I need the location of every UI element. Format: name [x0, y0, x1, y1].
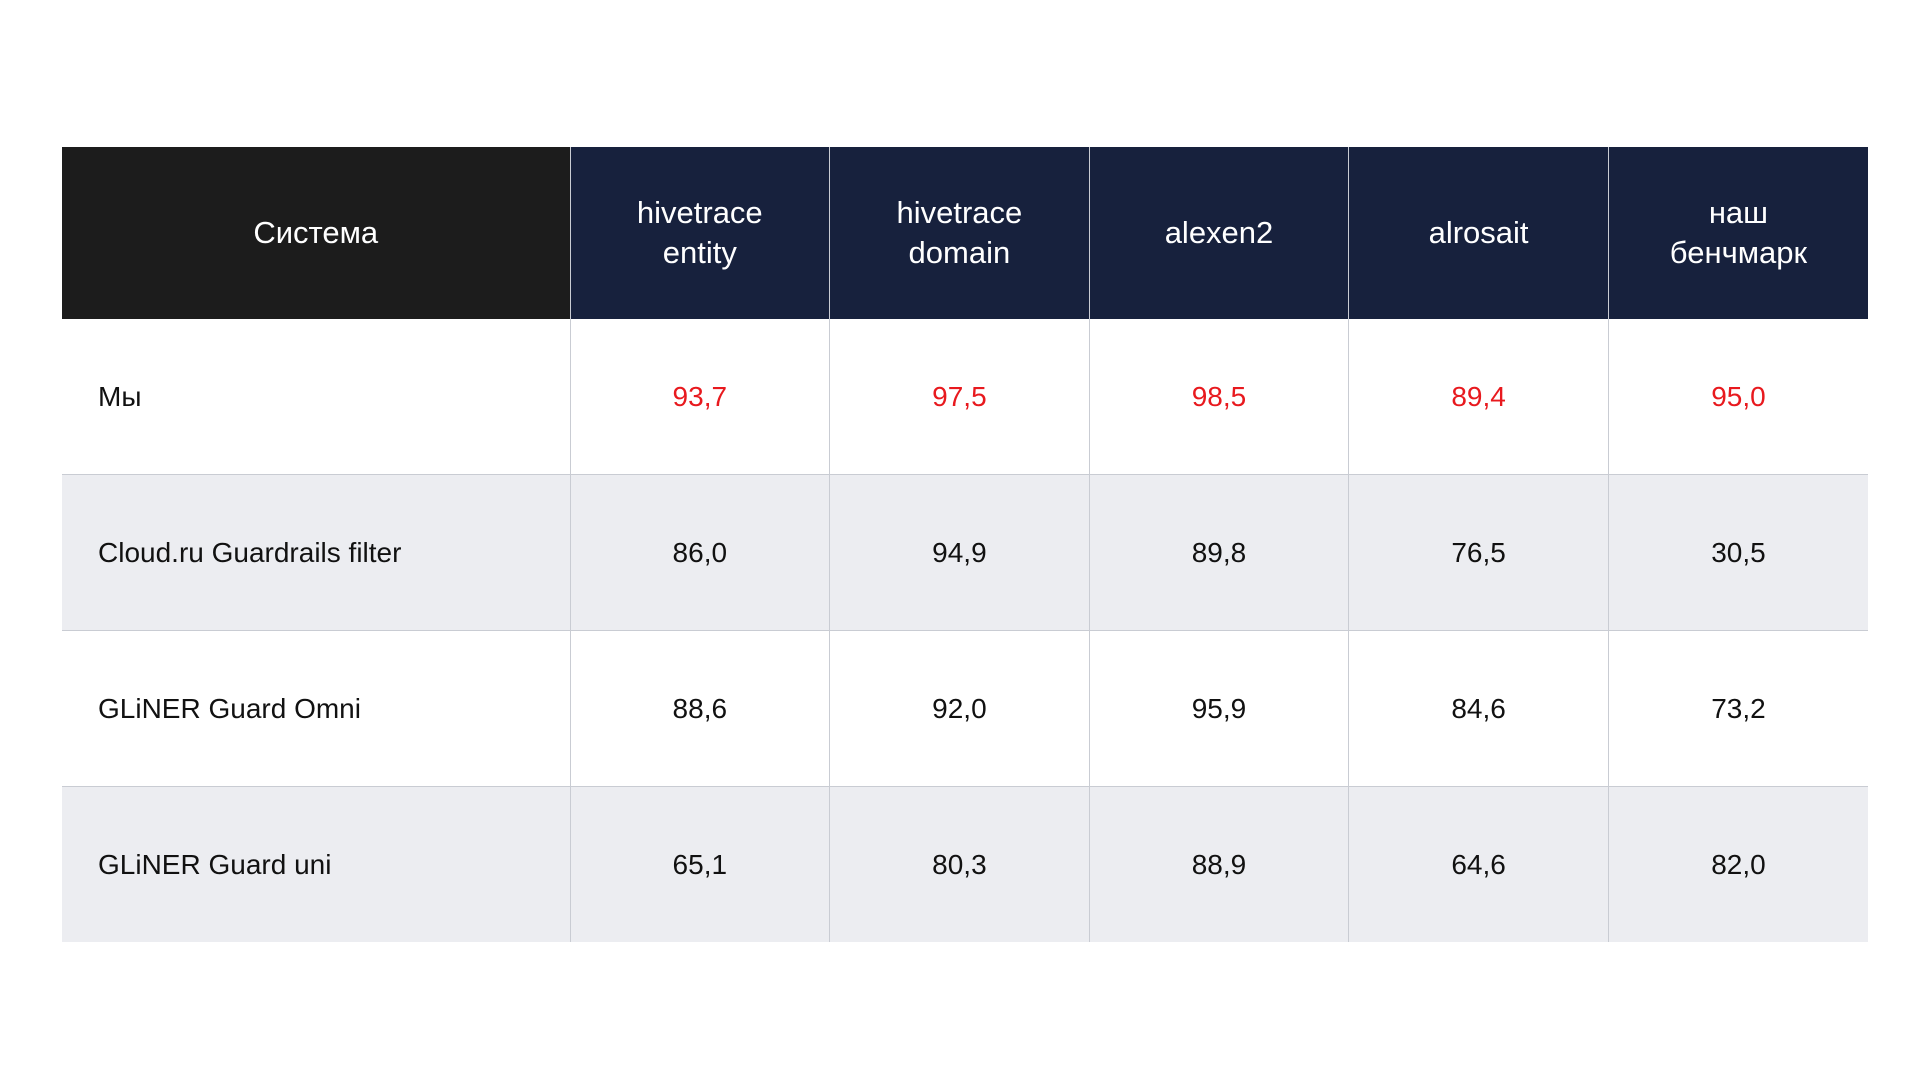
table-body: Мы 93,7 97,5 98,5 89,4 95,0 Cloud.ru Gua…	[62, 319, 1868, 942]
header-line: наш	[1708, 195, 1769, 230]
score-cell: 94,9	[829, 474, 1090, 631]
score-cell: 86,0	[569, 474, 830, 631]
header-hivetrace-domain: hivetrace domain	[829, 147, 1090, 319]
header-our-benchmark: наш бенчмарк	[1607, 147, 1868, 319]
row-system-name: Мы	[98, 380, 142, 412]
score-cell: 89,8	[1088, 474, 1349, 631]
header-alrosait: alrosait	[1348, 147, 1609, 319]
score-cell: 88,9	[1088, 786, 1349, 942]
score-cell: 95,0	[1607, 319, 1868, 475]
row-system-name: GLiNER Guard uni	[62, 786, 570, 942]
score-cell: 76,5	[1348, 474, 1609, 631]
header-alexen2: alexen2	[1088, 147, 1349, 319]
table-row: GLiNER Guard Omni 88,6 92,0 95,9 84,6 73…	[62, 630, 1868, 787]
score-cell: 80,3	[829, 786, 1090, 942]
header-line: бенчмарк	[1669, 235, 1808, 270]
score-cell: 82,0	[1607, 786, 1868, 942]
table-row: GLiNER Guard uni 65,1 80,3 88,9 64,6 82,…	[62, 786, 1868, 942]
table-header: Система hivetrace entity hivetrace domai…	[62, 147, 1868, 319]
results-table: Система hivetrace entity hivetrace domai…	[62, 147, 1868, 942]
header-line: alrosait	[1428, 215, 1529, 250]
header-hivetrace-entity: hivetrace entity	[569, 147, 830, 319]
header-line: entity	[662, 235, 737, 270]
header-system: Система	[62, 147, 570, 319]
score-cell: 73,2	[1607, 630, 1868, 787]
header-line: domain	[908, 235, 1011, 270]
score-cell: 64,6	[1348, 786, 1609, 942]
score-cell: 88,6	[569, 630, 830, 787]
score-cell: 97,5	[829, 319, 1090, 475]
header-line: alexen2	[1164, 215, 1274, 250]
score-cell: 93,7	[569, 319, 830, 475]
score-cell: 89,4	[1348, 319, 1609, 475]
header-line: hivetrace	[896, 195, 1023, 230]
table-row: Cloud.ru Guardrails filter 86,0 94,9 89,…	[62, 474, 1868, 631]
score-cell: 98,5	[1088, 319, 1349, 475]
row-system-name: Cloud.ru Guardrails filter	[62, 474, 570, 631]
score-cell: 84,6	[1348, 630, 1609, 787]
score-cell: 30,5	[1607, 474, 1868, 631]
header-line: hivetrace	[636, 195, 763, 230]
table-row: Мы 93,7 97,5 98,5 89,4 95,0	[62, 319, 1868, 475]
header-row: Система hivetrace entity hivetrace domai…	[62, 147, 1868, 319]
score-cell: 92,0	[829, 630, 1090, 787]
score-cell: 65,1	[569, 786, 830, 942]
score-cell: 95,9	[1088, 630, 1349, 787]
row-system-name: GLiNER Guard Omni	[62, 630, 570, 787]
